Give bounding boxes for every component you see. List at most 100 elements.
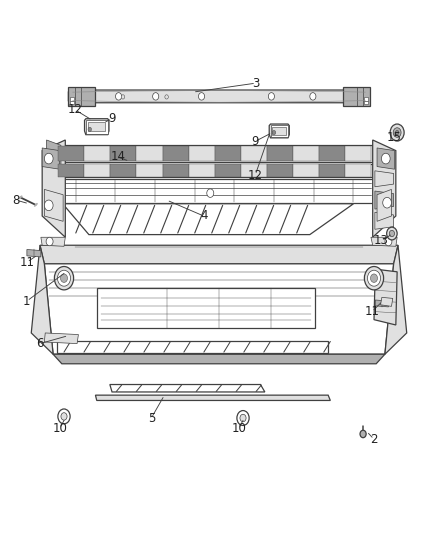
Polygon shape bbox=[267, 165, 293, 176]
Polygon shape bbox=[293, 147, 319, 161]
Text: 3: 3 bbox=[252, 77, 260, 90]
Polygon shape bbox=[189, 165, 215, 176]
Text: 5: 5 bbox=[148, 411, 155, 424]
Text: 2: 2 bbox=[370, 433, 378, 446]
Polygon shape bbox=[70, 98, 74, 101]
Polygon shape bbox=[46, 140, 61, 166]
Polygon shape bbox=[44, 333, 78, 344]
Polygon shape bbox=[375, 191, 394, 209]
Polygon shape bbox=[44, 264, 394, 354]
Polygon shape bbox=[42, 148, 60, 169]
Circle shape bbox=[121, 95, 125, 99]
Polygon shape bbox=[42, 140, 65, 237]
Polygon shape bbox=[381, 297, 393, 306]
Polygon shape bbox=[54, 164, 375, 177]
Polygon shape bbox=[58, 147, 85, 161]
Circle shape bbox=[165, 95, 168, 99]
Circle shape bbox=[61, 413, 67, 420]
Polygon shape bbox=[385, 245, 407, 354]
Polygon shape bbox=[241, 147, 267, 161]
Polygon shape bbox=[86, 120, 108, 134]
Text: 14: 14 bbox=[110, 150, 125, 164]
Polygon shape bbox=[58, 165, 85, 176]
Polygon shape bbox=[27, 249, 41, 257]
Polygon shape bbox=[377, 148, 395, 169]
Polygon shape bbox=[54, 146, 375, 163]
Polygon shape bbox=[215, 147, 241, 161]
Polygon shape bbox=[70, 101, 74, 104]
Text: 9: 9 bbox=[108, 112, 116, 125]
Polygon shape bbox=[95, 395, 330, 400]
Text: 12: 12 bbox=[248, 168, 263, 182]
Polygon shape bbox=[44, 189, 63, 221]
Circle shape bbox=[310, 93, 316, 100]
Polygon shape bbox=[375, 300, 389, 307]
Circle shape bbox=[396, 131, 399, 135]
Polygon shape bbox=[373, 140, 396, 237]
Circle shape bbox=[381, 154, 390, 164]
Polygon shape bbox=[85, 119, 109, 135]
Polygon shape bbox=[343, 87, 370, 106]
Polygon shape bbox=[85, 165, 110, 176]
Circle shape bbox=[367, 270, 381, 286]
Polygon shape bbox=[364, 101, 368, 104]
Polygon shape bbox=[57, 341, 328, 353]
Text: 11: 11 bbox=[364, 305, 379, 318]
Text: 10: 10 bbox=[231, 422, 246, 435]
Polygon shape bbox=[162, 165, 189, 176]
Polygon shape bbox=[377, 189, 392, 221]
Polygon shape bbox=[364, 98, 368, 101]
Circle shape bbox=[240, 414, 246, 422]
Circle shape bbox=[389, 230, 395, 237]
Polygon shape bbox=[68, 87, 95, 106]
Polygon shape bbox=[137, 147, 162, 161]
Circle shape bbox=[371, 274, 378, 282]
Text: 4: 4 bbox=[200, 209, 208, 222]
Circle shape bbox=[46, 237, 53, 246]
Polygon shape bbox=[85, 147, 110, 161]
Polygon shape bbox=[41, 237, 65, 246]
Polygon shape bbox=[375, 171, 394, 187]
Circle shape bbox=[360, 430, 366, 438]
Circle shape bbox=[57, 270, 71, 286]
Circle shape bbox=[207, 189, 214, 197]
Circle shape bbox=[58, 409, 70, 424]
Circle shape bbox=[268, 93, 275, 100]
Polygon shape bbox=[345, 147, 371, 161]
Circle shape bbox=[198, 93, 205, 100]
Circle shape bbox=[387, 227, 397, 240]
Circle shape bbox=[127, 155, 131, 159]
Circle shape bbox=[152, 93, 159, 100]
Polygon shape bbox=[137, 165, 162, 176]
Polygon shape bbox=[31, 245, 53, 354]
Polygon shape bbox=[267, 147, 293, 161]
Text: 1: 1 bbox=[23, 295, 31, 308]
Circle shape bbox=[44, 200, 53, 211]
Circle shape bbox=[385, 237, 392, 246]
Text: 15: 15 bbox=[386, 131, 401, 144]
Polygon shape bbox=[271, 125, 288, 137]
Polygon shape bbox=[110, 147, 137, 161]
Text: 11: 11 bbox=[19, 256, 35, 269]
Polygon shape bbox=[124, 154, 136, 161]
Circle shape bbox=[60, 274, 67, 282]
Text: 12: 12 bbox=[67, 103, 82, 116]
Polygon shape bbox=[319, 165, 345, 176]
Polygon shape bbox=[54, 179, 375, 203]
Polygon shape bbox=[40, 245, 398, 264]
Polygon shape bbox=[272, 127, 286, 135]
Polygon shape bbox=[53, 354, 385, 364]
Circle shape bbox=[364, 266, 384, 290]
Text: 6: 6 bbox=[36, 337, 44, 350]
Polygon shape bbox=[88, 122, 106, 132]
Polygon shape bbox=[97, 288, 315, 328]
Polygon shape bbox=[162, 147, 189, 161]
Circle shape bbox=[116, 93, 122, 100]
Polygon shape bbox=[63, 204, 353, 235]
Text: 9: 9 bbox=[251, 135, 258, 148]
Polygon shape bbox=[110, 384, 265, 392]
Circle shape bbox=[390, 124, 404, 141]
Circle shape bbox=[393, 128, 401, 138]
Text: 10: 10 bbox=[52, 422, 67, 435]
Polygon shape bbox=[293, 165, 319, 176]
